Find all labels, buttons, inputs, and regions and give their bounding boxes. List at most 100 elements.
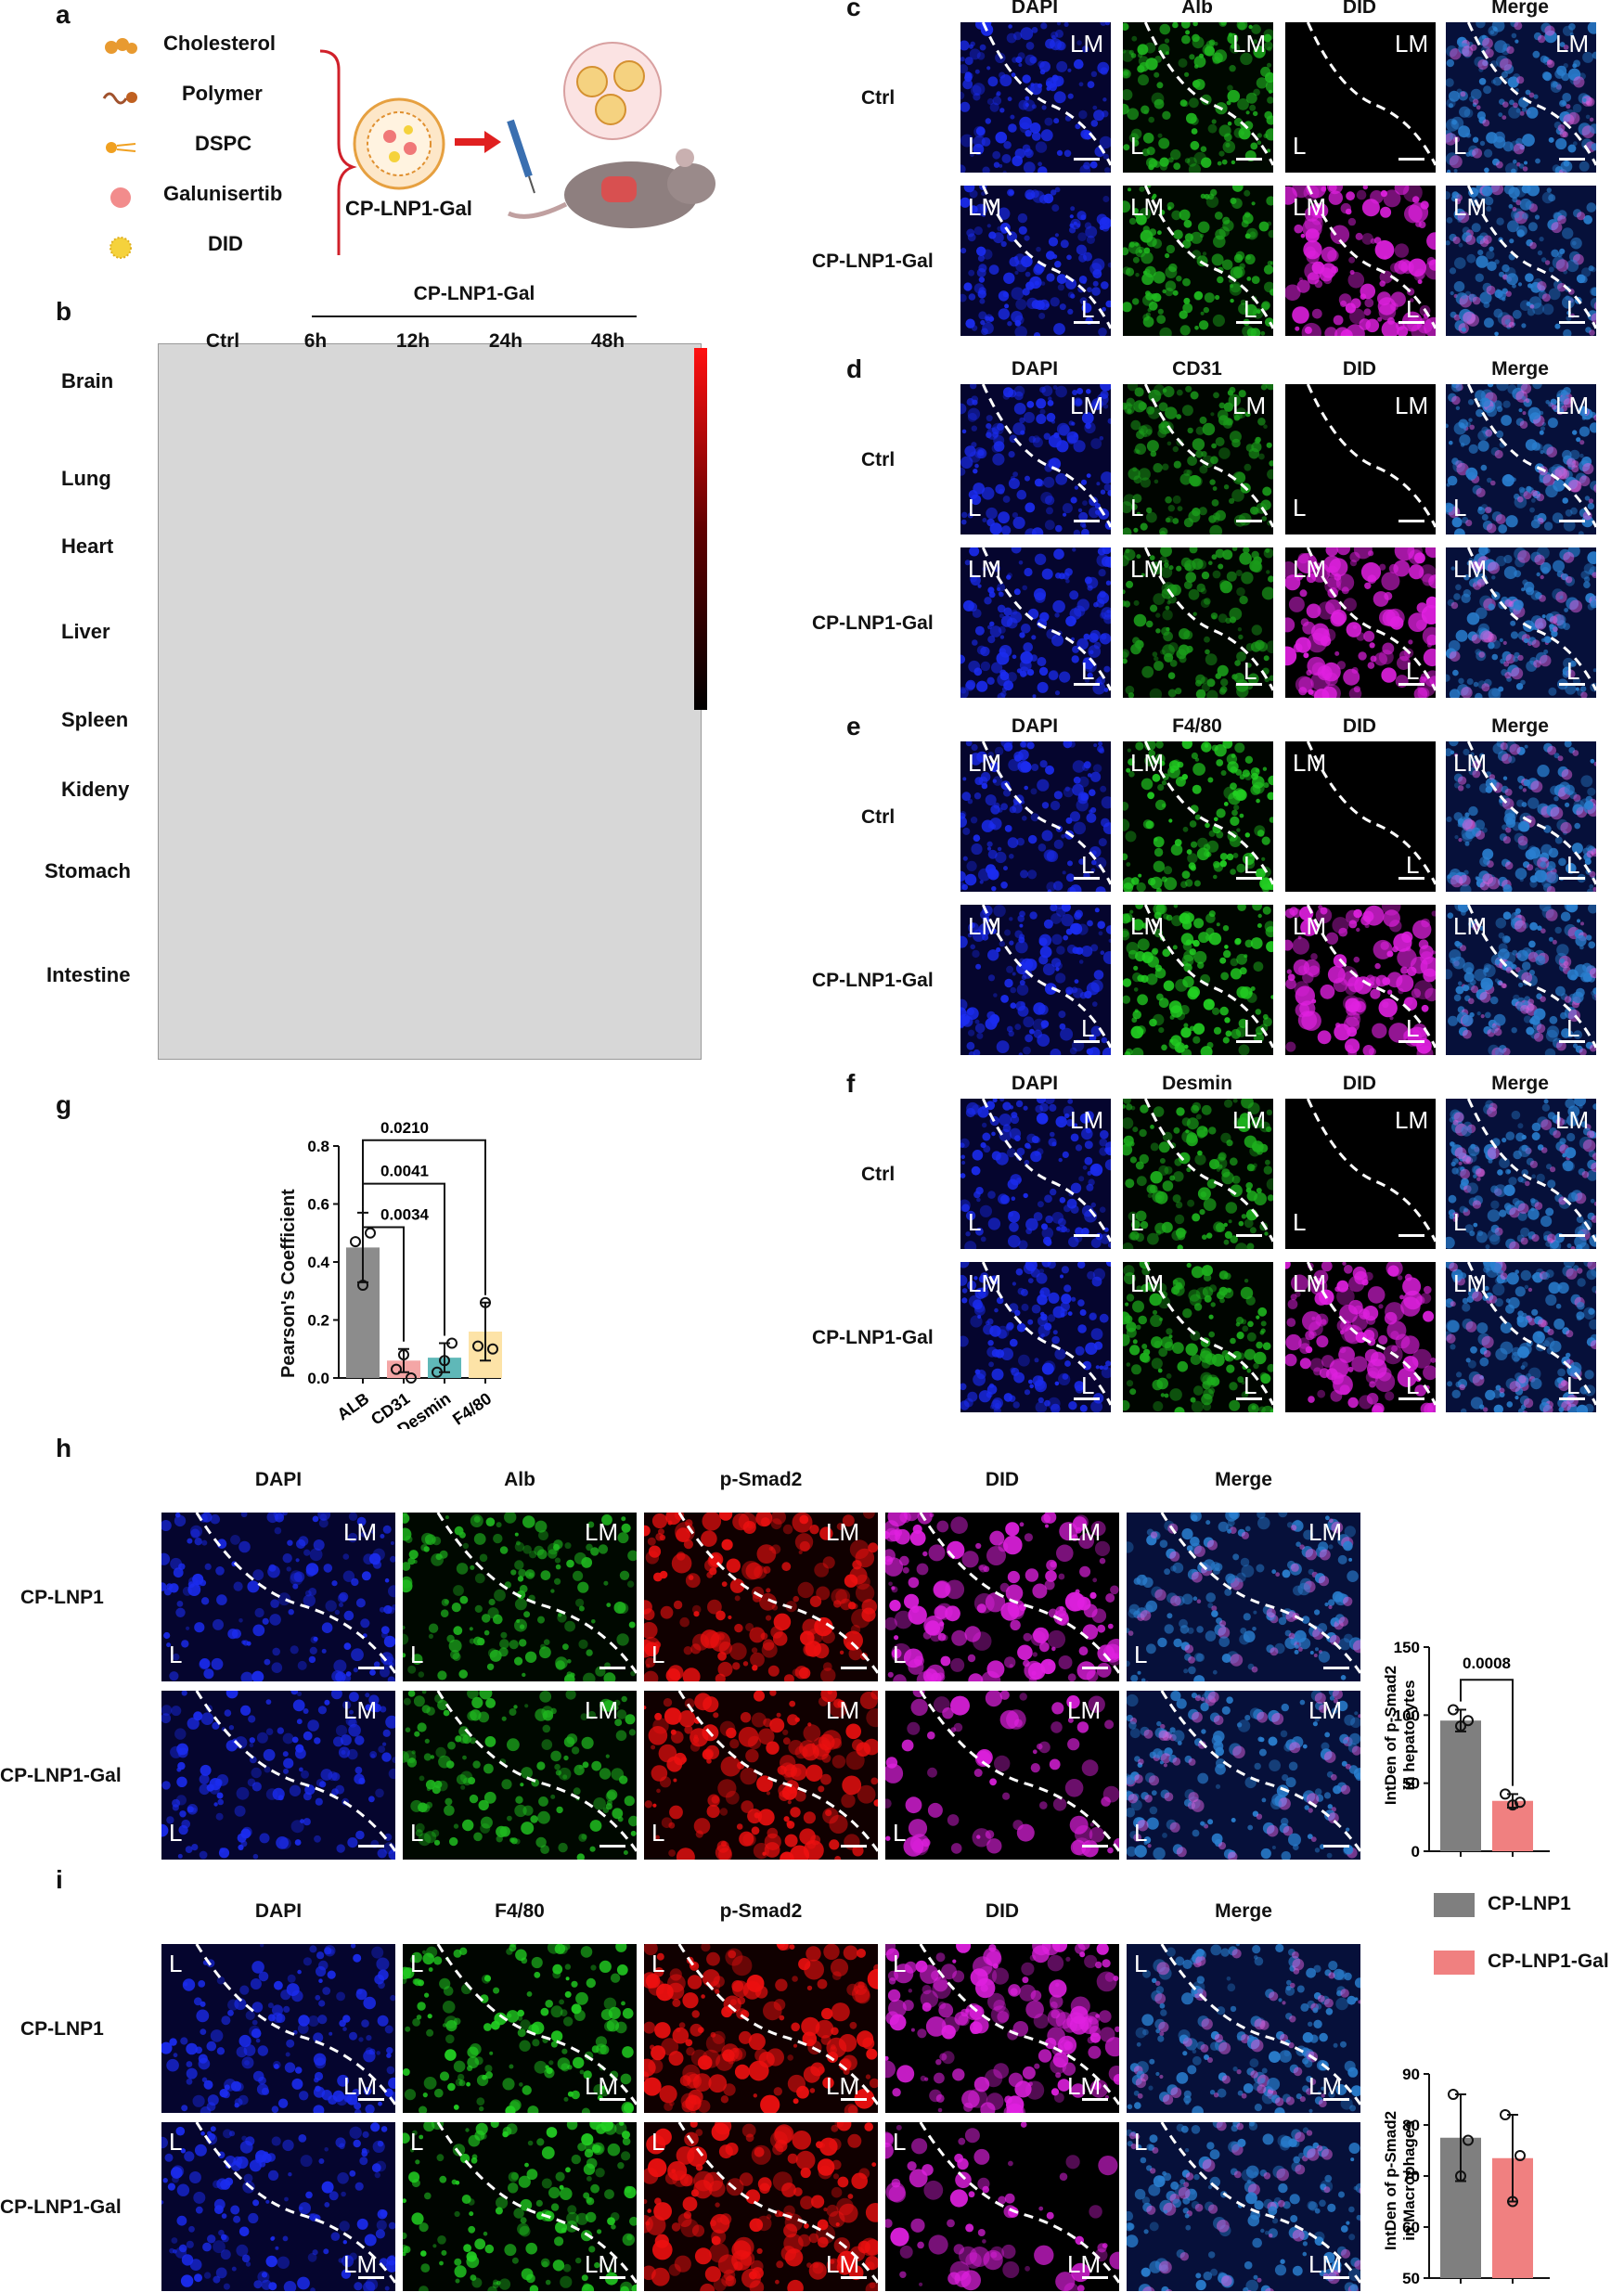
tile-label-l: L	[1130, 494, 1143, 522]
tile-label-lm: LM	[1232, 30, 1266, 58]
image-tile-e-1-0: LM L	[960, 905, 1111, 1055]
row-label-h-0: CP-LNP1	[20, 1587, 104, 1609]
tile-label-lm: LM	[585, 2250, 618, 2279]
tile-label-lm: LM	[1395, 30, 1428, 58]
tile-label-lm: LM	[585, 2072, 618, 2101]
legend-hi-label-1: CP-LNP1-Gal	[1488, 1951, 1609, 1973]
tile-label-l: L	[1130, 132, 1143, 161]
group-label: CP-LNP1-Gal	[414, 283, 535, 305]
tile-label-lm: LM	[1308, 1696, 1342, 1725]
tile-label-l: L	[169, 1950, 182, 1978]
tile-label-l: L	[1081, 1371, 1094, 1400]
tile-label-lm: LM	[343, 2250, 377, 2279]
tile-label-l: L	[410, 1819, 423, 1848]
tile-label-l: L	[1453, 1208, 1466, 1237]
tile-label-lm: LM	[1232, 392, 1266, 420]
legend-bracket	[320, 51, 353, 255]
channel-label-h-2: p-Smad2	[720, 1469, 803, 1491]
row-label-d-1: CP-LNP1-Gal	[812, 612, 934, 635]
tile-label-lm: LM	[1453, 749, 1487, 778]
tile-label-l: L	[1566, 1371, 1579, 1400]
channel-label-e-2: DID	[1343, 715, 1376, 738]
scale-bar	[1074, 877, 1100, 880]
tile-label-lm: LM	[585, 1696, 618, 1725]
chart-i-ylabel-2: in Macrophages	[1400, 2120, 1418, 2240]
tile-label-l: L	[1081, 1014, 1094, 1043]
did-icon	[102, 236, 139, 260]
p-value-label: 0.0041	[380, 1163, 429, 1180]
column-label-3: 24h	[489, 330, 522, 353]
channel-label-c-1: Alb	[1181, 0, 1213, 19]
chart-h-ylabel-2: in hepatocytes	[1400, 1680, 1418, 1790]
colorbar	[694, 348, 707, 710]
scale-bar	[1074, 1397, 1100, 1400]
scale-bar	[1323, 2098, 1349, 2101]
scale-bar	[1082, 2098, 1108, 2101]
row-label-f-1: CP-LNP1-Gal	[812, 1327, 934, 1349]
tile-label-l: L	[1566, 1014, 1579, 1043]
scale-bar	[1082, 1845, 1108, 1848]
tile-label-lm: LM	[968, 912, 1001, 941]
row-label-c-0: Ctrl	[861, 87, 895, 109]
tile-label-l: L	[410, 1641, 423, 1669]
tile-label-lm: LM	[1130, 555, 1164, 584]
tile-label-lm: LM	[968, 193, 1001, 222]
tile-label-lm: LM	[1067, 1696, 1101, 1725]
scale-bar	[1074, 321, 1100, 324]
legend-label-4: DID	[208, 232, 243, 256]
row-label-e-1: CP-LNP1-Gal	[812, 970, 934, 992]
y-tick-label: 50	[1402, 2270, 1420, 2287]
tile-label-l: L	[1134, 1950, 1147, 1978]
scale-bar	[358, 2276, 384, 2279]
p-value-label: 0.0008	[1463, 1655, 1511, 1672]
tile-label-l: L	[1244, 1014, 1257, 1043]
tile-label-l: L	[1081, 851, 1094, 880]
tile-label-l: L	[1134, 1641, 1147, 1669]
y-tick-label: 90	[1402, 2066, 1420, 2083]
image-tile-c-0-1: LM L	[1123, 22, 1273, 173]
row-label-d-0: Ctrl	[861, 449, 895, 471]
tile-label-l: L	[169, 1819, 182, 1848]
tile-label-lm: LM	[1308, 2250, 1342, 2279]
scale-bar	[1398, 1234, 1424, 1237]
scale-bar	[1074, 1234, 1100, 1237]
tile-label-l: L	[1566, 657, 1579, 686]
x-tick-label: F4/80	[449, 1389, 495, 1429]
panel-g-letter: g	[56, 1090, 71, 1120]
channel-label-e-0: DAPI	[1012, 715, 1058, 738]
organ-label-5: Kideny	[61, 778, 129, 802]
tile-label-lm: LM	[1555, 392, 1589, 420]
panel-b-letter: b	[56, 297, 71, 327]
scale-bar	[1398, 877, 1424, 880]
channel-label-h-0: DAPI	[255, 1469, 302, 1491]
tile-label-l: L	[1406, 295, 1419, 324]
channel-label-i-1: F4/80	[495, 1900, 545, 1923]
column-label-4: 48h	[591, 330, 625, 353]
image-tile-d-1-1: LM L	[1123, 547, 1273, 698]
bar	[1440, 1720, 1481, 1851]
tile-label-lm: LM	[1395, 1106, 1428, 1135]
tile-label-l: L	[1406, 1371, 1419, 1400]
tile-label-l: L	[1293, 132, 1306, 161]
group-underline	[312, 315, 637, 317]
scale-bar	[841, 2276, 867, 2279]
tile-label-l: L	[1244, 657, 1257, 686]
tile-label-l: L	[1244, 295, 1257, 324]
legend-hi-label-0: CP-LNP1	[1488, 1893, 1571, 1915]
channel-label-d-0: DAPI	[1012, 358, 1058, 380]
tile-label-lm: LM	[1070, 30, 1103, 58]
